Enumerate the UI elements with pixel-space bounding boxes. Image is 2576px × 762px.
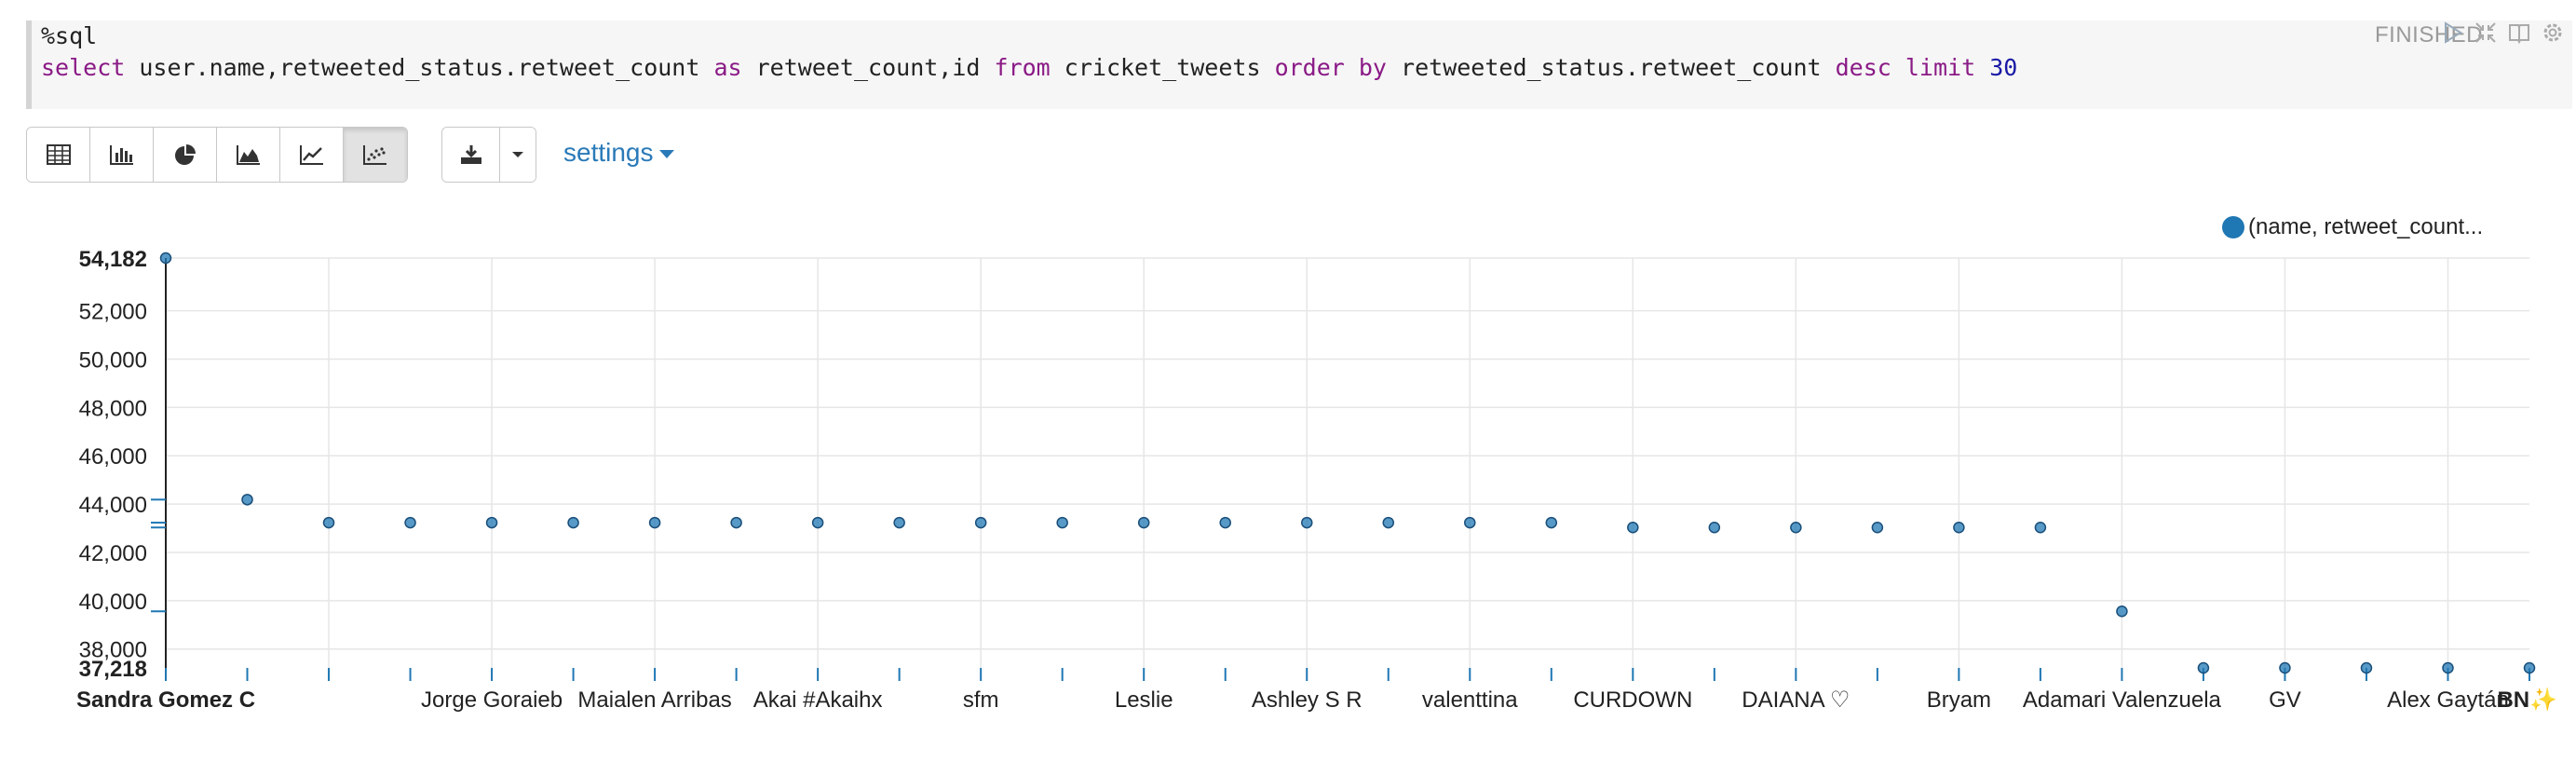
y-tick-label: 40,000 — [79, 590, 147, 615]
x-tick-label: Adamari Valenzuela — [2023, 687, 2222, 713]
table-icon — [46, 144, 71, 165]
pie-chart-icon — [174, 144, 196, 165]
scatter-point[interactable] — [1464, 516, 1476, 529]
x-tick-label: Jorge Goraieb — [421, 687, 563, 713]
x-tick-label: Sandra Gomez C — [76, 687, 255, 713]
area-chart-icon — [236, 145, 260, 165]
scatter-point[interactable] — [404, 516, 416, 529]
scatter-point[interactable] — [2442, 661, 2454, 674]
scatter-point[interactable] — [1790, 522, 1802, 534]
paragraph-status: FINISHED — [2374, 22, 2483, 48]
scatter-point[interactable] — [2523, 661, 2536, 674]
y-min-label: 37,218 — [79, 657, 147, 682]
caret-down-icon — [512, 152, 523, 157]
chart-grid — [165, 257, 2529, 668]
x-tick-label: sfm — [963, 687, 999, 713]
gear-icon[interactable] — [2541, 20, 2565, 45]
scatter-point[interactable] — [1137, 516, 1150, 529]
y-tick-label: 48,000 — [79, 396, 147, 421]
y-tick-label: 52,000 — [79, 300, 147, 325]
magic-line: %sql — [41, 22, 98, 49]
x-axis: Sandra Gomez C Jorge Goraieb Maialen Arrib… — [76, 668, 2557, 713]
scatter-point[interactable] — [485, 516, 498, 529]
scatter-point[interactable] — [1627, 522, 1639, 534]
y-max-label: 54,182 — [79, 247, 147, 272]
y-axis: 38,000 40,000 42,000 44,000 46,000 48,000 50,0… — [79, 247, 167, 682]
scatter-point[interactable] — [2197, 661, 2210, 674]
bar-chart-icon — [109, 145, 133, 165]
x-tick-label: Ashley S R — [1252, 687, 1363, 713]
download-icon — [460, 145, 481, 164]
scatter-point[interactable] — [2279, 661, 2291, 674]
line-chart-button[interactable] — [280, 128, 344, 182]
run-icon[interactable] — [2440, 20, 2464, 45]
x-tick-label: GV — [2269, 687, 2301, 713]
chart-type-group — [26, 127, 408, 183]
download-options-button[interactable] — [500, 128, 536, 182]
x-tick-label: valenttina — [1422, 687, 1518, 713]
y-tick-label: 44,000 — [79, 493, 147, 518]
download-group — [441, 127, 536, 183]
scatter-point[interactable] — [1708, 522, 1721, 534]
scatter-point[interactable] — [2360, 661, 2373, 674]
scatter-point[interactable] — [730, 516, 742, 529]
scatter-point[interactable] — [1056, 516, 1068, 529]
pie-chart-button[interactable] — [154, 128, 217, 182]
y-tick-label: 46,000 — [79, 444, 147, 469]
y-tick-label: 38,000 — [79, 638, 147, 663]
x-tick-label: Alex Gaytán — [2387, 687, 2509, 713]
scatter-point[interactable] — [1219, 516, 1231, 529]
scatter-point[interactable] — [1953, 522, 1965, 534]
table-button[interactable] — [27, 128, 90, 182]
download-button[interactable] — [442, 128, 500, 182]
scatter-point[interactable] — [811, 516, 824, 529]
scatter-point[interactable] — [159, 252, 172, 265]
x-tick-label: Leslie — [1115, 687, 1173, 713]
line-chart-icon — [299, 145, 323, 165]
settings-label: settings — [563, 138, 654, 167]
scatter-point[interactable] — [1382, 516, 1395, 529]
visualization-toolbar — [26, 127, 408, 183]
paragraph-controls — [2440, 20, 2565, 45]
x-tick-label: Akai #Akaihx — [753, 687, 883, 713]
scatter-point[interactable] — [567, 516, 579, 529]
chart-points — [159, 252, 2536, 674]
scatter-chart-icon — [363, 145, 386, 165]
scatter-point[interactable] — [648, 516, 661, 529]
x-tick-label: Bryam — [1927, 687, 1991, 713]
scatter-point[interactable] — [1545, 516, 1558, 529]
scatter-point[interactable] — [322, 516, 335, 529]
scatter-point[interactable] — [241, 494, 253, 506]
paragraph — [26, 20, 2572, 109]
y-tick-label: 50,000 — [79, 347, 147, 373]
scatter-point[interactable] — [2034, 522, 2047, 534]
scatter-chart-button[interactable] — [344, 128, 407, 182]
x-tick-label: DAIANA ♡ — [1742, 687, 1850, 713]
collapse-icon[interactable] — [2474, 20, 2498, 45]
bar-chart-button[interactable] — [90, 128, 154, 182]
book-icon[interactable] — [2507, 20, 2531, 45]
scatter-point[interactable] — [1300, 516, 1313, 529]
y-tick-label: 42,000 — [79, 541, 147, 566]
area-chart-button[interactable] — [217, 128, 280, 182]
legend-swatch — [2222, 216, 2244, 238]
settings-dropdown[interactable]: settings — [563, 138, 674, 168]
x-tick-label: Maialen Arribas — [577, 687, 731, 713]
sql-editor[interactable]: %sql select user.name,retweeted_status.r… — [41, 20, 2017, 84]
x-tick-label: BN✨ — [2497, 687, 2557, 713]
x-tick-label: CURDOWN — [1573, 687, 1692, 713]
query-line: select user.name,retweeted_status.retwee… — [41, 54, 2018, 81]
caret-down-icon — [658, 150, 674, 159]
scatter-point[interactable] — [893, 516, 905, 529]
chart-legend[interactable]: (name, retweet_count... — [2222, 214, 2483, 240]
scatter-point[interactable] — [1871, 522, 1884, 534]
scatter-point[interactable] — [974, 516, 987, 529]
legend-label: (name, retweet_count... — [2248, 214, 2484, 239]
scatter-point[interactable] — [2116, 606, 2128, 618]
